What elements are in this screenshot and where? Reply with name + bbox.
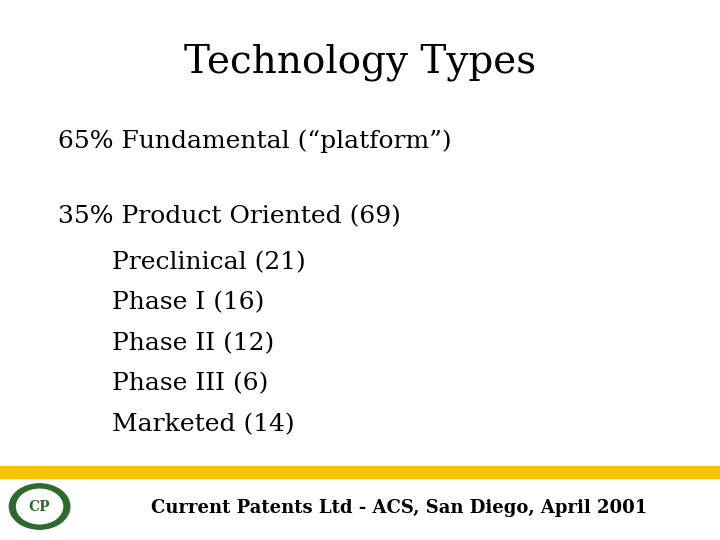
Circle shape [17, 489, 63, 524]
Text: Technology Types: Technology Types [184, 43, 536, 80]
Text: CP: CP [29, 500, 50, 514]
Text: Phase I (16): Phase I (16) [112, 292, 264, 315]
Text: Phase III (6): Phase III (6) [112, 373, 268, 396]
Text: 65% Fundamental (“platform”): 65% Fundamental (“platform”) [58, 130, 451, 153]
Bar [0, 466, 720, 478]
Text: 35% Product Oriented (69): 35% Product Oriented (69) [58, 205, 400, 228]
Text: Preclinical (21): Preclinical (21) [112, 251, 305, 274]
Text: Marketed (14): Marketed (14) [112, 413, 294, 436]
Text: Phase II (12): Phase II (12) [112, 332, 274, 355]
Circle shape [9, 484, 70, 529]
Text: Current Patents Ltd - ACS, San Diego, April 2001: Current Patents Ltd - ACS, San Diego, Ap… [151, 498, 647, 517]
